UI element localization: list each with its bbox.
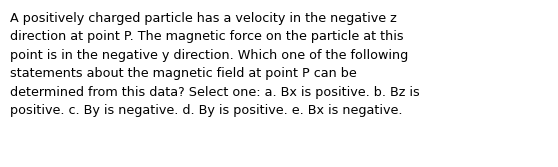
Text: A positively charged particle has a velocity in the negative z
direction at poin: A positively charged particle has a velo…	[10, 12, 420, 117]
